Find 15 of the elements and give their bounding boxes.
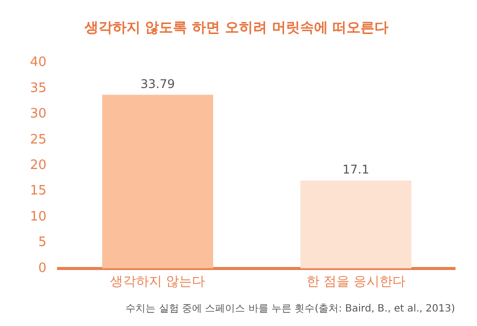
x-tick-label: 생각하지 않는다 [110, 274, 206, 290]
y-tick-label: 25 [30, 132, 47, 148]
y-tick-label: 15 [30, 184, 47, 199]
y-tick-label: 10 [30, 209, 47, 224]
y-tick-label: 5 [38, 235, 47, 250]
data-label: 17.1 [342, 162, 370, 177]
y-tick-label: 35 [30, 80, 47, 96]
text: 수치는 실험 중에 스페이스 바를 누른 횟수(출처: Baird, B., et al., 2013) [126, 304, 456, 315]
y-tick-label: 40 [30, 55, 47, 70]
x-tick-label: 한 점을 응시한다 [306, 274, 406, 290]
y-tick-label: 20 [30, 158, 47, 173]
chart-title: 생각하지 않도록 하면 오히려 머릿속에 떠오른다 [83, 20, 389, 36]
data-label: 33.79 [140, 76, 175, 91]
y-tick-label: 30 [30, 106, 47, 122]
y-tick-label: 0 [38, 260, 47, 276]
